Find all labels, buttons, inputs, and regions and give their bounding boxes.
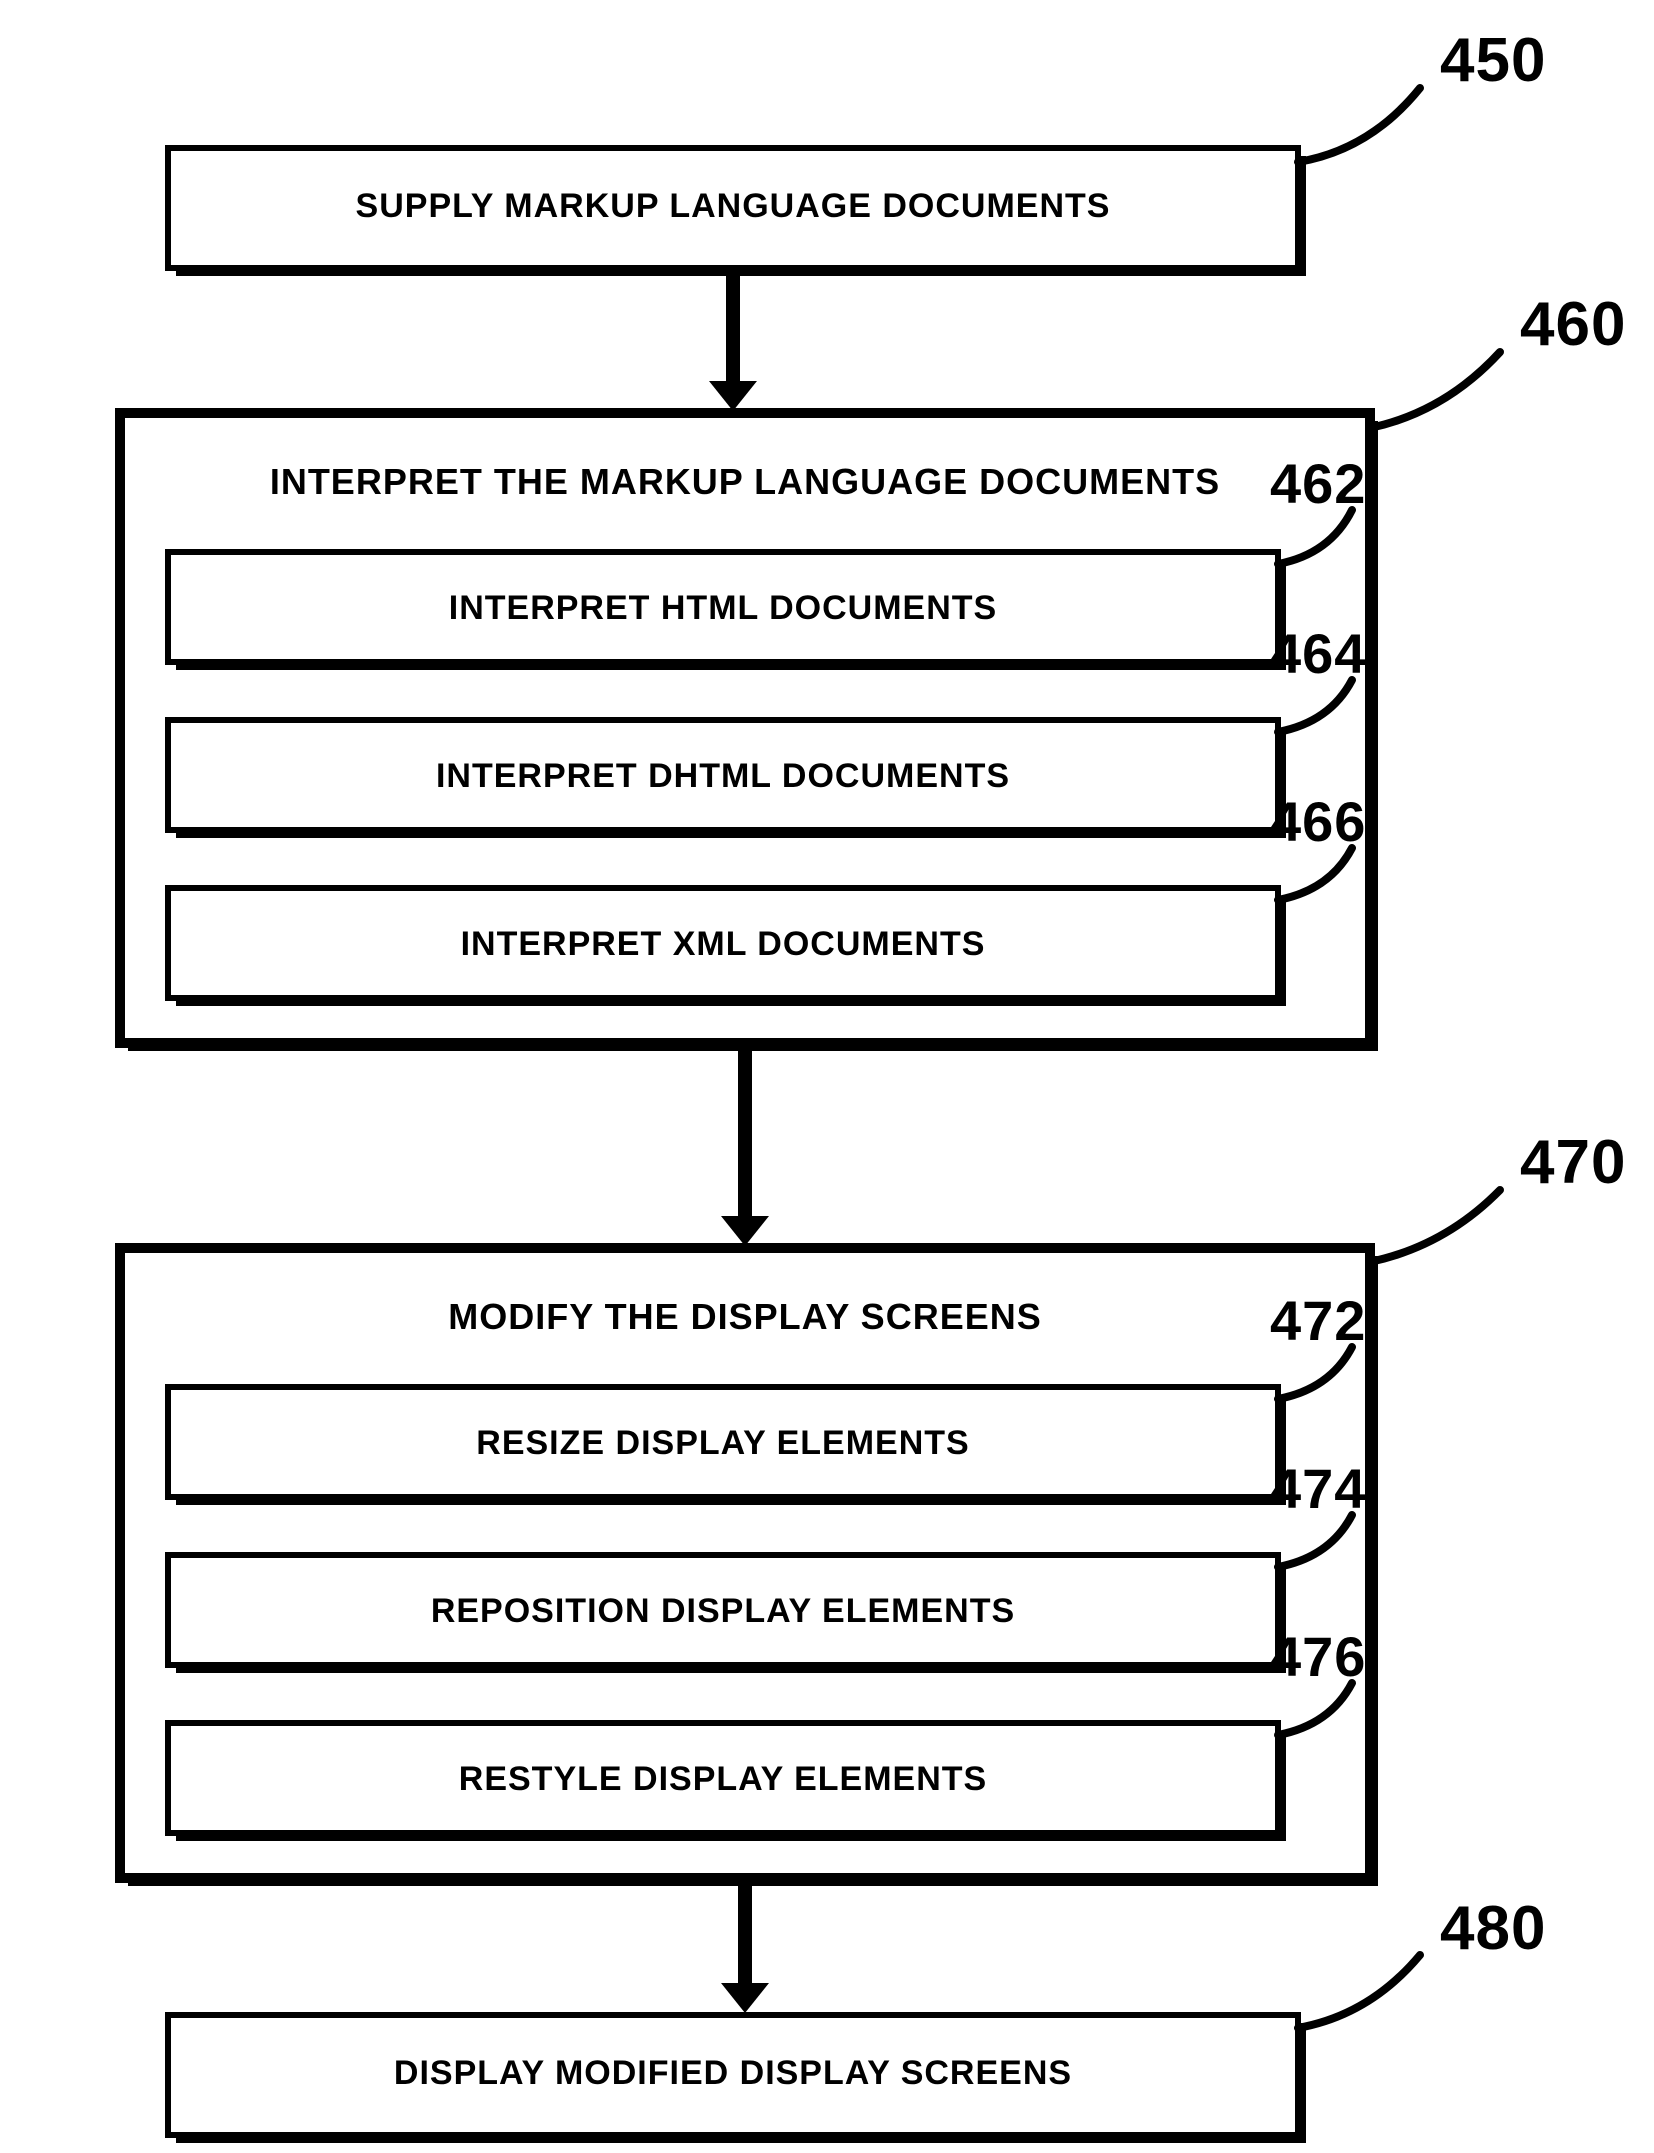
ref-470: 470	[1520, 1132, 1626, 1194]
ref-460: 460	[1520, 294, 1626, 356]
ref-462: 462	[1270, 456, 1366, 512]
box-450-label: SUPPLY MARKUP LANGUAGE DOCUMENTS	[168, 188, 1298, 225]
ref-480: 480	[1440, 1898, 1546, 1960]
ref-474: 474	[1270, 1461, 1366, 1517]
box-460-title: INTERPRET THE MARKUP LANGUAGE DOCUMENTS	[120, 462, 1370, 502]
ref-450: 450	[1440, 30, 1546, 92]
box-480-label: DISPLAY MODIFIED DISPLAY SCREENS	[168, 2055, 1298, 2092]
ref-466: 466	[1270, 794, 1366, 850]
box-472-label: RESIZE DISPLAY ELEMENTS	[168, 1425, 1278, 1462]
box-462-label: INTERPRET HTML DOCUMENTS	[168, 590, 1278, 627]
box-474-label: REPOSITION DISPLAY ELEMENTS	[168, 1593, 1278, 1630]
box-470-title: MODIFY THE DISPLAY SCREENS	[120, 1297, 1370, 1337]
ref-464: 464	[1270, 626, 1366, 682]
box-466-label: INTERPRET XML DOCUMENTS	[168, 926, 1278, 963]
flowchart-canvas	[0, 0, 1654, 2153]
box-476-label: RESTYLE DISPLAY ELEMENTS	[168, 1761, 1278, 1798]
ref-472: 472	[1270, 1293, 1366, 1349]
box-464-label: INTERPRET DHTML DOCUMENTS	[168, 758, 1278, 795]
ref-476: 476	[1270, 1629, 1366, 1685]
